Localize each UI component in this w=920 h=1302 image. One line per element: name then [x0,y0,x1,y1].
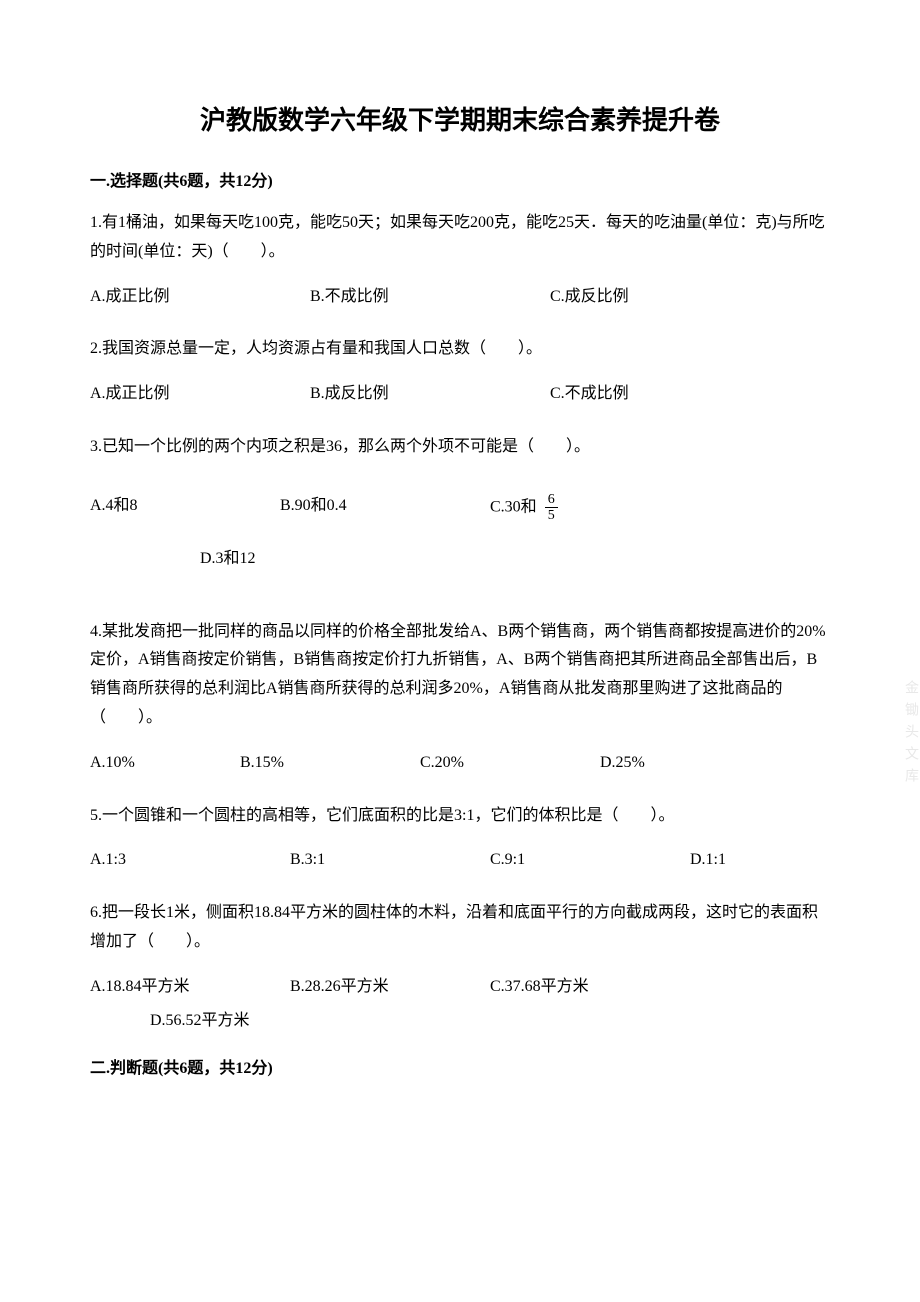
q1-choice-a: A.成正比例 [90,283,310,312]
q1-text: 1.有1桶油，如果每天吃100克，能吃50天；如果每天吃200克，能吃25天．每… [90,209,830,267]
q3-fraction: 6 5 [545,492,558,524]
q5-choices: A.1:3 B.3:1 C.9:1 D.1:1 [90,846,830,875]
q5-text: 5.一个圆锥和一个圆柱的高相等，它们底面积的比是3:1，它们的体积比是（ ）。 [90,802,830,831]
section-1-header: 一.选择题(共6题，共12分) [90,167,830,191]
q5-choice-a: A.1:3 [90,846,290,875]
q6-choice-c: C.37.68平方米 [490,973,589,1002]
q4-choices: A.10% B.15% C.20% D.25% [90,749,830,778]
q3-choice-a: A.4和8 [90,492,280,524]
q1-choices: A.成正比例 B.不成比例 C.成反比例 [90,283,830,312]
q4-choice-d: D.25% [600,749,645,778]
q1-choice-b: B.不成比例 [310,283,550,312]
q6-choice-a: A.18.84平方米 [90,973,290,1002]
q3-choice-c-prefix: C.30和 [490,498,537,515]
watermark: 金锄头文库 [900,680,920,790]
q6-choice-b: B.28.26平方米 [290,973,490,1002]
q2-choice-c: C.不成比例 [550,380,629,409]
q3-choices: A.4和8 B.90和0.4 C.30和 6 5 [90,492,830,524]
q4-choice-a: A.10% [90,749,240,778]
q3-choice-b: B.90和0.4 [280,492,490,524]
q3-fraction-den: 5 [545,508,558,523]
q5-choice-b: B.3:1 [290,846,490,875]
q3-fraction-num: 6 [545,492,558,508]
q4-choice-b: B.15% [240,749,420,778]
q4-choice-c: C.20% [420,749,600,778]
q5-choice-c: C.9:1 [490,846,690,875]
q3-text: 3.已知一个比例的两个内项之积是36，那么两个外项不可能是（ ）。 [90,433,830,462]
q6-choice-d: D.56.52平方米 [150,1006,830,1030]
q2-choices: A.成正比例 B.成反比例 C.不成比例 [90,380,830,409]
q1-choice-c: C.成反比例 [550,283,629,312]
page-title: 沪教版数学六年级下学期期末综合素养提升卷 [90,100,830,137]
q6-text: 6.把一段长1米，侧面积18.84平方米的圆柱体的木料，沿着和底面平行的方向截成… [90,899,830,957]
section-2-header: 二.判断题(共6题，共12分) [90,1054,830,1078]
q2-text: 2.我国资源总量一定，人均资源占有量和我国人口总数（ ）。 [90,335,830,364]
q5-choice-d: D.1:1 [690,846,726,875]
q4-text: 4.某批发商把一批同样的商品以同样的价格全部批发给A、B两个销售商，两个销售商都… [90,618,830,733]
q3-choice-c: C.30和 6 5 [490,492,562,524]
q2-choice-b: B.成反比例 [310,380,550,409]
q2-choice-a: A.成正比例 [90,380,310,409]
q6-choices-line1: A.18.84平方米 B.28.26平方米 C.37.68平方米 [90,973,830,1002]
q3-choice-d: D.3和12 [200,544,830,568]
